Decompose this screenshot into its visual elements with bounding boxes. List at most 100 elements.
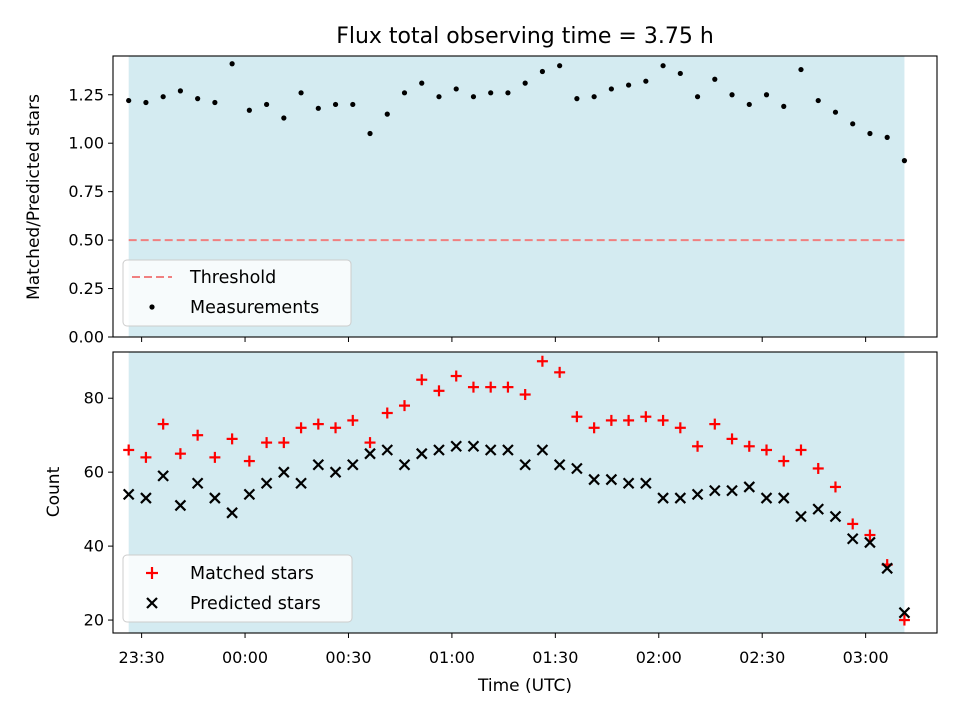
chart-title: Flux total observing time = 3.75 h (336, 24, 714, 49)
matched-star-points (123, 355, 910, 626)
measurement-point (419, 80, 425, 86)
legend-predicted-label: Predicted stars (190, 594, 321, 614)
matched-star-point (812, 462, 824, 474)
predicted-star-point (760, 492, 773, 504)
matched-star-point (364, 437, 376, 449)
predicted-star-point (484, 444, 497, 456)
matched-star-point (485, 381, 497, 393)
predicted-star-point (329, 466, 342, 478)
measurement-point (315, 105, 321, 111)
bottom-y-ticks: 20 40 60 80 (84, 389, 113, 630)
matched-star-point (847, 518, 859, 530)
measurement-point (522, 80, 528, 86)
x-tick-label: 02:30 (739, 648, 785, 667)
measurement-point (177, 88, 184, 94)
top-legend: Threshold Measurements (122, 259, 352, 327)
matched-star-point (261, 437, 273, 449)
matched-star-point (140, 451, 152, 463)
predicted-star-point (191, 477, 204, 490)
measurement-point (694, 94, 701, 100)
measurement-point (798, 66, 804, 73)
ratio-panel: 0.00 0.25 0.50 0.75 1.00 1.25 Matched/Predict… (24, 55, 938, 347)
bottom-legend-box (122, 554, 353, 623)
x-tick-label: 01:30 (532, 648, 578, 667)
measurement-point (608, 86, 614, 92)
matched-star-point (381, 407, 393, 419)
predicted-star-point (347, 458, 359, 471)
x-tick-label: 23:30 (119, 648, 165, 667)
predicted-star-point (743, 481, 756, 493)
predicted-star-point (209, 492, 221, 504)
matched-star-point (709, 418, 721, 430)
measurement-point (401, 90, 408, 96)
measurement-points (126, 61, 908, 164)
predicted-star-point (364, 447, 376, 460)
predicted-star-point (381, 444, 394, 456)
predicted-star-point (657, 492, 669, 504)
predicted-star-point (278, 466, 290, 478)
measurement-point (729, 92, 735, 98)
measurement-point (557, 63, 563, 69)
predicted-star-point (502, 444, 514, 456)
predicted-star-point (519, 458, 531, 471)
y-tick-label: 0.25 (68, 279, 104, 298)
measurement-point (832, 109, 839, 115)
matched-star-point (605, 414, 617, 426)
matched-star-point (209, 451, 221, 463)
predicted-star-point (415, 447, 428, 460)
legend-measurements-label: Measurements (190, 298, 319, 318)
matched-star-point (347, 414, 359, 426)
predicted-star-point (812, 503, 825, 515)
matched-star-point (829, 481, 841, 493)
matched-star-point (312, 418, 324, 430)
legend-measurements-swatch (149, 304, 155, 310)
legend-matched-label: Matched stars (190, 564, 314, 584)
matched-star-point (502, 381, 514, 393)
bottom-y-axis-label: Count (44, 466, 64, 517)
predicted-star-point (536, 444, 549, 456)
predicted-star-point (553, 458, 566, 471)
matched-star-point (243, 455, 255, 467)
y-tick-label: 0.50 (68, 231, 104, 250)
legend-threshold-label: Threshold (189, 268, 276, 288)
measurement-point (246, 107, 252, 113)
top-legend-box (122, 259, 352, 327)
matched-star-point (743, 440, 755, 452)
measurement-point (901, 158, 908, 164)
matched-star-point (433, 385, 445, 397)
matched-star-point (571, 411, 583, 423)
measurement-point (867, 130, 873, 137)
top-y-ticks: 0.00 0.25 0.50 0.75 1.00 1.25 (68, 85, 113, 347)
measurement-point (470, 94, 477, 100)
predicted-star-point (467, 440, 480, 453)
top-x-ticks (141, 337, 867, 342)
matched-star-point (726, 433, 738, 445)
matched-star-point (450, 370, 462, 382)
predicted-star-point (157, 470, 169, 482)
y-tick-label: 60 (84, 463, 104, 482)
predicted-star-point (571, 462, 583, 475)
y-tick-label: 0.75 (68, 182, 104, 201)
measurement-point (850, 121, 856, 127)
bottom-x-ticks: 23:30 00:00 00:30 01:00 01:30 02:00 02:30 03:00 (119, 633, 889, 667)
y-tick-label: 80 (84, 389, 104, 408)
matched-star-point (157, 418, 169, 430)
measurement-point (815, 97, 821, 104)
x-tick-label: 00:00 (222, 648, 268, 667)
predicted-star-point (674, 492, 687, 504)
matched-star-point (295, 422, 307, 434)
predicted-star-point (846, 532, 859, 545)
measurement-point (677, 70, 683, 77)
predicted-star-point (226, 507, 238, 519)
predicted-star-point (140, 492, 152, 504)
y-tick-label: 0.00 (68, 328, 104, 347)
y-tick-label: 40 (84, 537, 104, 556)
y-tick-label: 1.00 (68, 134, 104, 153)
measurement-point (781, 103, 787, 109)
measurement-point (229, 61, 235, 67)
measurement-point (350, 101, 356, 108)
x-axis-label: Time (UTC) (477, 676, 572, 696)
measurement-point (212, 99, 218, 106)
measurement-point (643, 78, 649, 84)
measurement-point (367, 130, 373, 137)
